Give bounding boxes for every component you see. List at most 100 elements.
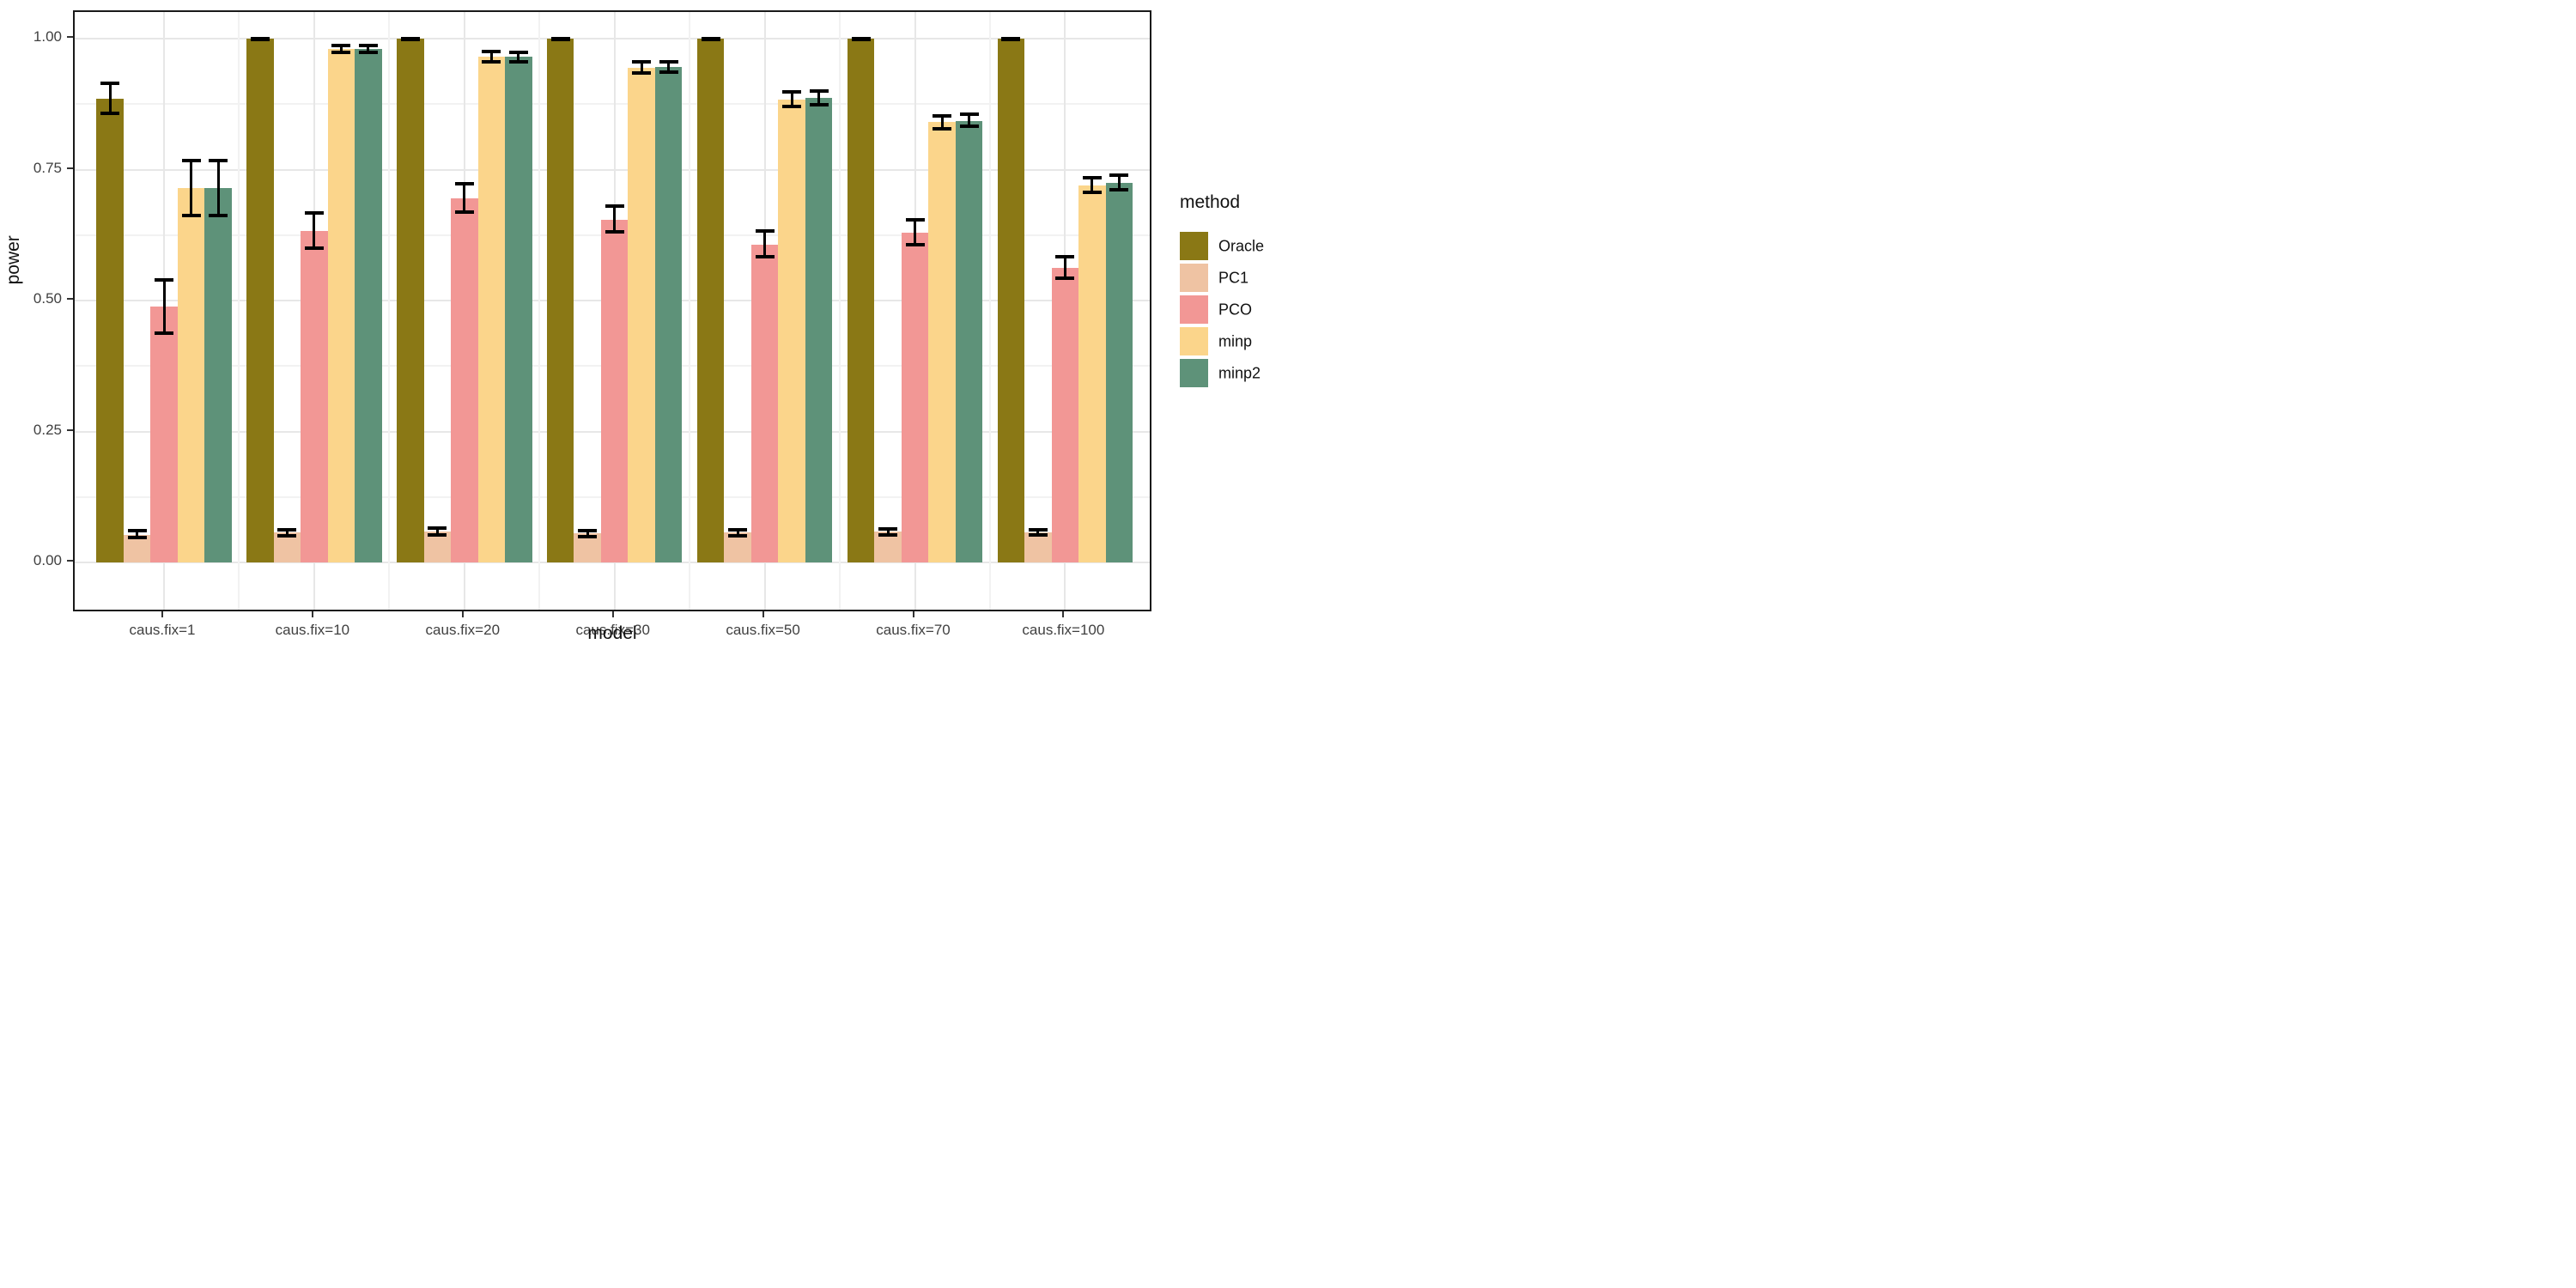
error-bar	[763, 231, 767, 257]
error-bar	[1036, 529, 1040, 536]
error-bar-cap	[605, 230, 624, 234]
error-bar-cap	[454, 210, 474, 214]
error-bar-cap	[181, 159, 201, 163]
error-bar-cap	[508, 50, 528, 54]
plot-panel	[73, 10, 1151, 611]
bar-minp2-caus.fix=30	[654, 66, 683, 562]
error-bar-cap	[755, 229, 775, 234]
error-bar	[736, 530, 739, 536]
x-axis-title: model	[587, 623, 637, 643]
error-bar-cap	[100, 112, 119, 116]
y-tick-label-0.50: 0.50	[33, 290, 62, 307]
error-bar-cap	[782, 89, 802, 94]
bar-pc1-caus.fix=70	[874, 532, 902, 562]
error-bar-cap	[454, 181, 474, 185]
legend-label: PC1	[1218, 269, 1249, 286]
bar-pc1-caus.fix=100	[1024, 532, 1052, 562]
bar-minp-caus.fix=100	[1078, 185, 1106, 562]
bar-chart-figure: caus.fix=1 caus.fix=10 caus.fix=20 caus.fix…	[0, 0, 1288, 644]
error-bar-cap	[632, 59, 652, 64]
error-bar-cap	[277, 533, 297, 538]
x-tick-label-caus.fix=10: caus.fix=10	[275, 622, 350, 638]
bar-minp2-caus.fix=1	[204, 187, 232, 562]
bar-pc1-caus.fix=10	[273, 532, 301, 562]
y-tick-mark	[67, 36, 73, 38]
bar-oracle-caus.fix=1	[96, 99, 124, 562]
bar-pc1-caus.fix=20	[423, 532, 452, 562]
error-bar	[367, 45, 370, 53]
bar-pco-caus.fix=100	[1051, 268, 1079, 562]
x-tick-label-caus.fix=70: caus.fix=70	[876, 622, 951, 638]
error-bar-cap	[508, 59, 528, 64]
error-bar-cap	[659, 70, 678, 75]
bar-pco-caus.fix=1	[150, 307, 178, 562]
error-bar-cap	[100, 81, 119, 85]
error-bar-cap	[155, 331, 173, 335]
error-bar	[108, 82, 112, 114]
error-bar	[667, 62, 671, 73]
legend-label: Oracle	[1218, 237, 1265, 254]
x-tick-label-caus.fix=100: caus.fix=100	[1022, 622, 1105, 638]
bar-oracle-caus.fix=50	[696, 39, 725, 562]
major-gridline	[75, 168, 1150, 171]
error-bar-cap	[755, 254, 775, 258]
x-tick-mark	[311, 611, 313, 617]
major-gridline	[75, 562, 1150, 563]
y-tick-mark	[67, 428, 73, 431]
error-bar-cap	[728, 533, 748, 538]
error-bar	[162, 279, 166, 333]
error-bar-cap	[209, 158, 228, 162]
bar-pco-caus.fix=70	[901, 232, 929, 562]
legend-item-minp2: minp2	[1178, 359, 1261, 387]
error-bar	[940, 115, 944, 129]
error-bar	[640, 61, 643, 74]
bar-pco-caus.fix=50	[750, 244, 779, 562]
error-bar-cap	[605, 204, 624, 209]
error-bar-cap	[1001, 38, 1021, 42]
error-bar	[914, 220, 916, 245]
error-bar-cap	[250, 38, 270, 42]
error-bar-cap	[632, 71, 652, 76]
x-tick-label-caus.fix=1: caus.fix=1	[129, 622, 196, 638]
minor-gridline-vertical	[238, 12, 240, 610]
y-axis-title: power	[3, 235, 23, 285]
error-bar	[190, 161, 192, 216]
error-bar-cap	[428, 526, 447, 531]
x-tick-mark	[1062, 611, 1065, 617]
error-bar-cap	[331, 43, 351, 47]
error-bar-cap	[400, 38, 420, 42]
error-bar-cap	[428, 532, 447, 537]
error-bar-cap	[1109, 188, 1129, 192]
major-gridline	[75, 38, 1150, 39]
error-bar-cap	[277, 528, 297, 532]
bar-oracle-caus.fix=30	[546, 39, 574, 562]
bar-oracle-caus.fix=100	[997, 39, 1025, 562]
bar-minp-caus.fix=1	[177, 188, 205, 562]
error-bar-cap	[155, 277, 173, 282]
error-bar	[517, 52, 520, 62]
error-bar	[435, 528, 439, 535]
legend-item-pc1: PC1	[1178, 264, 1249, 292]
bar-minp-caus.fix=20	[477, 57, 506, 562]
error-bar	[968, 113, 970, 127]
bar-pco-caus.fix=30	[600, 220, 629, 562]
x-tick-mark	[762, 611, 764, 617]
error-bar-cap	[959, 112, 979, 116]
x-tick-label-caus.fix=50: caus.fix=50	[726, 622, 800, 638]
error-bar	[790, 91, 793, 106]
error-bar-cap	[701, 38, 720, 42]
error-bar-cap	[851, 38, 871, 42]
legend-label: minp2	[1218, 364, 1261, 381]
legend-swatch-pc1	[1180, 264, 1208, 292]
error-bar-cap	[331, 51, 351, 55]
legend-label: minp	[1218, 332, 1253, 349]
x-tick-label-caus.fix=30: caus.fix=30	[575, 622, 650, 638]
y-tick-label-0.00: 0.00	[33, 552, 62, 568]
error-bar-cap	[209, 214, 228, 218]
error-bar	[463, 183, 466, 212]
error-bar-cap	[578, 528, 598, 532]
bar-oracle-caus.fix=70	[847, 39, 875, 562]
error-bar-cap	[878, 526, 897, 531]
bar-pc1-caus.fix=30	[574, 532, 601, 562]
error-bar-cap	[933, 113, 951, 118]
